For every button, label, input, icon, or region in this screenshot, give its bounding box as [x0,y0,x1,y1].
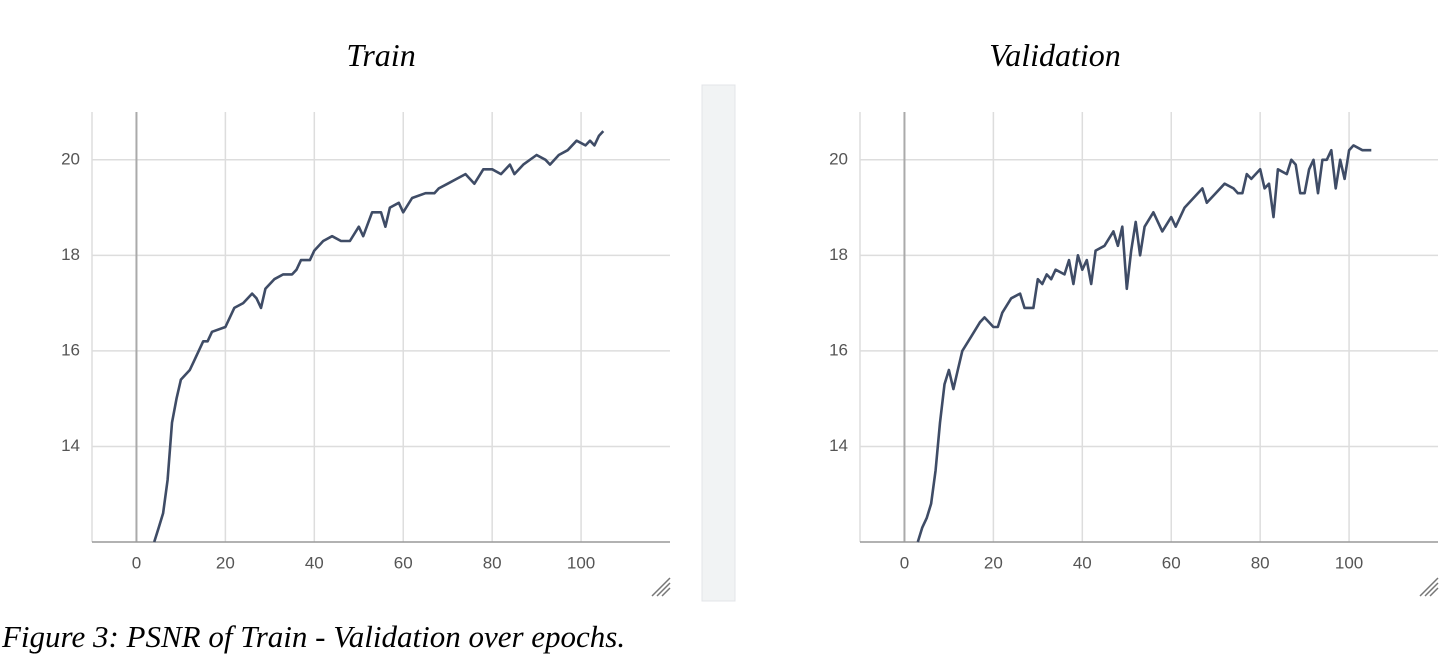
data-line [916,144,1372,543]
y-tick-label: 16 [61,340,80,359]
y-tick-label: 20 [829,149,848,168]
x-tick-label: 0 [900,553,909,572]
caption: Figure 3: PSNR of Train - Validation ove… [1,619,625,654]
y-tick-label: 20 [61,149,80,168]
x-tick-label: 80 [1251,553,1270,572]
x-tick-label: 20 [984,553,1003,572]
x-tick-label: 100 [1335,553,1363,572]
divider [701,84,736,602]
x-tick-label: 0 [132,553,141,572]
x-tick-label: 40 [305,553,324,572]
x-tick-label: 60 [394,553,413,572]
x-tick-label: 100 [567,553,595,572]
chart: Validation 14 16 18 20 0 20 40 60 80 100 [829,37,1438,572]
x-tick-label: 40 [1073,553,1092,572]
x-tick-label: 80 [483,553,502,572]
x-tick-label: 60 [1162,553,1181,572]
x-tick-label: 20 [216,553,235,572]
y-tick-label: 16 [829,340,848,359]
y-tick-label: 18 [61,245,80,264]
data-line [152,130,605,543]
resize-icon [651,577,1439,597]
y-tick-label: 14 [61,436,80,455]
y-tick-label: 18 [829,245,848,264]
chart: Train 14 16 18 20 0 20 40 60 80 100 [61,37,670,572]
chart-title: Validation [989,37,1121,73]
chart-title: Train [346,37,415,73]
y-tick-label: 14 [829,436,848,455]
